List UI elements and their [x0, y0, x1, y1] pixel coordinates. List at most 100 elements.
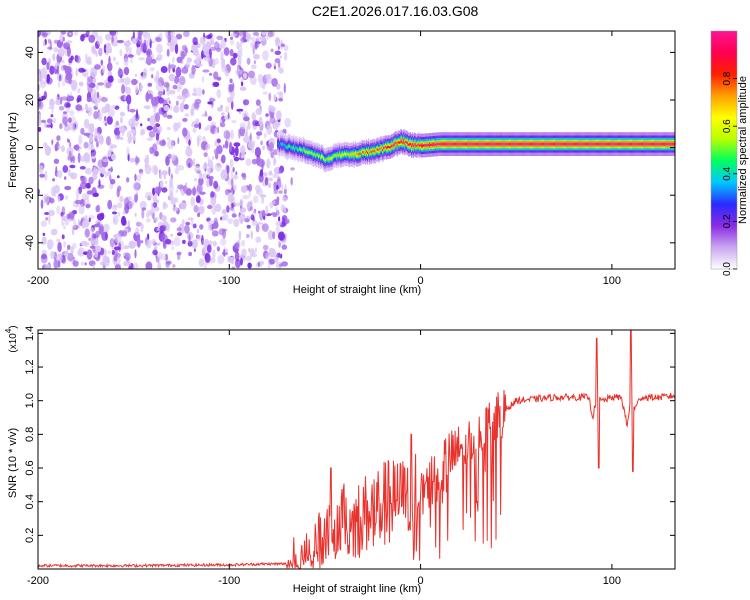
noise-speckle	[107, 199, 113, 210]
noise-speckle	[208, 240, 213, 246]
signal-track-cell	[465, 142, 467, 146]
signal-track-cell	[302, 149, 304, 153]
noise-speckle	[196, 234, 203, 240]
noise-speckle	[61, 66, 64, 72]
noise-speckle	[277, 231, 285, 241]
noise-speckle	[88, 176, 94, 185]
signal-track-cell	[611, 142, 613, 146]
noise-speckle	[172, 122, 181, 131]
signal-track-cell	[455, 142, 457, 146]
signal-track-cell	[292, 147, 294, 150]
spectrogram-y-axis: -40 -20 0 20 40	[24, 46, 675, 251]
noise-speckle	[230, 194, 233, 203]
noise-speckle	[183, 104, 189, 110]
signal-track-cell	[652, 142, 654, 146]
noise-speckle	[82, 193, 90, 201]
noise-speckle	[246, 36, 250, 43]
noise-speckle	[154, 245, 158, 251]
noise-speckle	[181, 191, 185, 196]
noise-speckle	[140, 240, 144, 244]
noise-speckle	[91, 45, 96, 54]
noise-speckle	[230, 169, 234, 180]
signal-track-cell	[338, 154, 340, 157]
colorbar-tick-label: 0.4	[722, 166, 733, 180]
signal-track-cell	[550, 142, 552, 146]
signal-track-cell	[570, 142, 572, 146]
noise-speckle	[272, 214, 278, 218]
noise-speckle	[117, 79, 121, 84]
noise-speckle	[233, 154, 236, 158]
noise-speckle	[75, 188, 80, 200]
signal-track-cell	[333, 154, 335, 157]
noise-speckle	[262, 223, 269, 232]
noise-speckle	[243, 116, 250, 122]
noise-speckle	[68, 150, 72, 158]
signal-track-cell	[651, 142, 653, 146]
noise-speckle	[140, 128, 146, 135]
signal-track-cell	[389, 146, 391, 149]
noise-speckle	[188, 251, 193, 257]
noise-speckle	[177, 253, 181, 261]
signal-track-cell	[575, 142, 577, 146]
noise-speckle	[48, 209, 55, 217]
noise-speckle	[41, 253, 47, 260]
spectrogram-signal-track	[277, 128, 675, 173]
noise-speckle	[77, 218, 81, 229]
signal-track-cell	[424, 144, 426, 147]
signal-track-cell	[403, 139, 405, 143]
noise-speckle	[254, 41, 258, 50]
noise-speckle	[217, 254, 225, 265]
noise-speckle	[221, 209, 227, 215]
noise-speckle	[269, 116, 276, 124]
signal-track-cell	[654, 142, 656, 146]
noise-speckle	[185, 147, 193, 157]
noise-speckle	[42, 232, 46, 236]
spectrogram-x-tick-label: -100	[218, 275, 240, 287]
noise-speckle	[92, 171, 98, 181]
noise-speckle	[126, 94, 132, 105]
noise-speckle	[67, 123, 74, 131]
noise-speckle	[181, 219, 185, 226]
signal-track-cell	[421, 144, 423, 147]
signal-track-cell	[577, 142, 579, 146]
noise-speckle	[87, 106, 93, 117]
snr-x-tick-label: -100	[218, 575, 240, 587]
noise-speckle	[257, 73, 264, 84]
signal-track-cell	[499, 142, 501, 146]
noise-speckle	[207, 101, 213, 105]
noise-speckle	[149, 115, 155, 126]
signal-track-cell	[426, 144, 428, 147]
noise-speckle	[265, 158, 271, 169]
noise-speckle	[223, 47, 230, 56]
signal-track-cell	[587, 142, 589, 146]
noise-speckle	[98, 47, 103, 57]
noise-speckle	[63, 241, 67, 248]
noise-speckle	[188, 139, 191, 146]
signal-track-cell	[481, 142, 483, 146]
noise-speckle	[168, 183, 174, 193]
signal-track-cell	[551, 142, 553, 146]
noise-speckle	[167, 32, 172, 43]
noise-speckle	[126, 146, 130, 156]
noise-speckle	[182, 239, 186, 244]
noise-speckle	[212, 249, 216, 260]
signal-track-cell	[425, 144, 427, 147]
noise-speckle	[222, 144, 225, 149]
noise-speckle	[180, 202, 187, 210]
colorbar-tick-label: 0.8	[722, 71, 733, 85]
noise-speckle	[123, 77, 131, 86]
noise-speckle	[72, 260, 79, 267]
noise-speckle	[191, 64, 196, 75]
signal-track-cell	[472, 142, 474, 146]
signal-track-cell	[540, 142, 542, 146]
noise-speckle	[248, 70, 255, 79]
spectrogram-x-label: Height of straight line (km)	[293, 284, 421, 296]
noise-speckle	[246, 224, 251, 229]
noise-speckle	[176, 56, 183, 63]
noise-speckle	[186, 57, 193, 63]
noise-speckle	[256, 134, 260, 140]
noise-speckle	[55, 96, 59, 102]
noise-speckle	[256, 221, 263, 225]
signal-track-cell	[477, 142, 479, 146]
noise-speckle	[109, 144, 117, 149]
